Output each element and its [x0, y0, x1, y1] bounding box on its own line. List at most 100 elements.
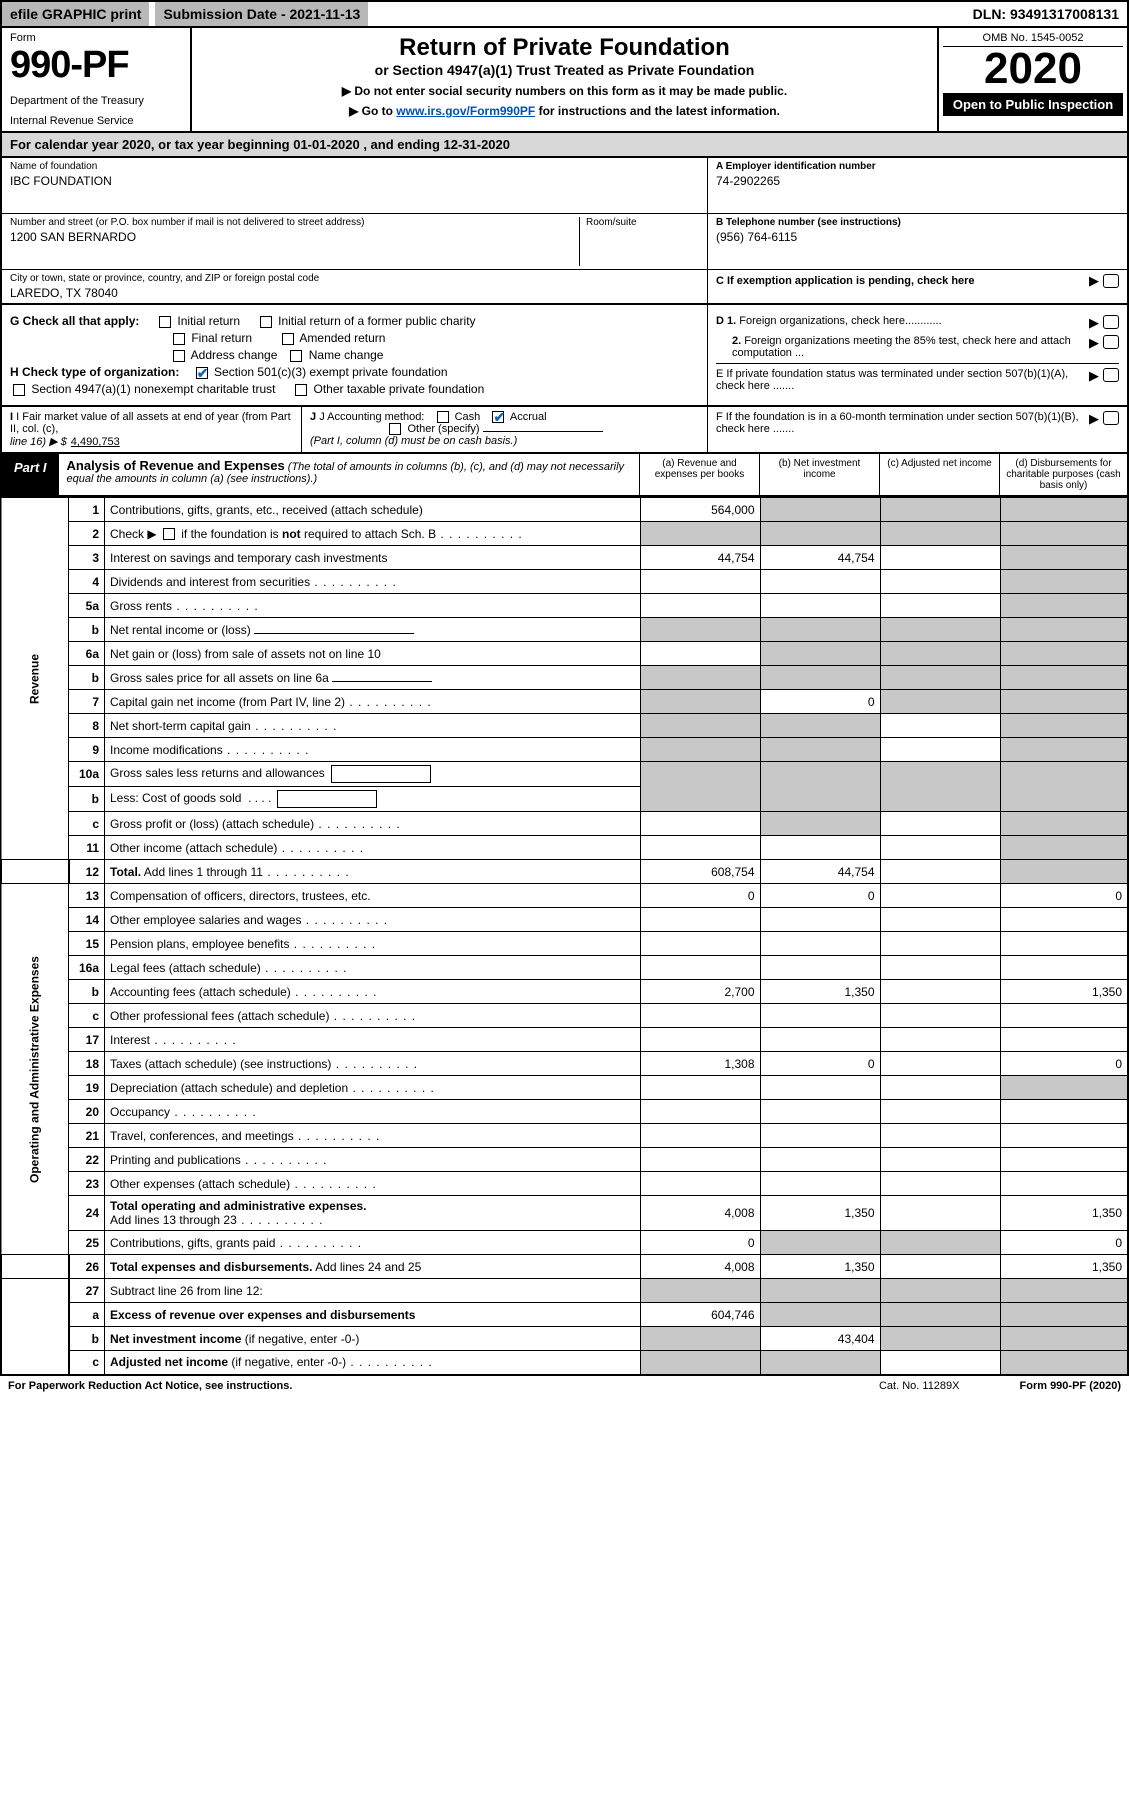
form-number: 990-PF [10, 44, 182, 87]
cell-b [760, 1148, 880, 1172]
d1-checkbox[interactable] [1103, 315, 1119, 329]
col-c-header: (c) Adjusted net income [879, 454, 999, 495]
cell-b [760, 956, 880, 980]
cell-b [760, 812, 880, 836]
row-desc: Net gain or (loss) from sale of assets n… [105, 642, 641, 666]
e-checkbox[interactable] [1103, 368, 1119, 382]
cell-d [1000, 642, 1128, 666]
row-num: 6a [69, 642, 105, 666]
part1-title: Analysis of Revenue and Expenses [67, 458, 285, 473]
row-desc: Capital gain net income (from Part IV, l… [105, 690, 641, 714]
g-initial-former-checkbox[interactable] [260, 316, 272, 328]
cell-d [1000, 618, 1128, 642]
cell-a [640, 522, 760, 546]
j-other-checkbox[interactable] [389, 423, 401, 435]
j-accrual-checkbox[interactable] [492, 411, 504, 423]
fmv-j: J J Accounting method: Cash Accrual Othe… [302, 407, 707, 452]
row-num: 8 [69, 714, 105, 738]
row-desc: Occupancy [105, 1100, 641, 1124]
g-initial: Initial return [177, 314, 240, 328]
cell-c [880, 1351, 1000, 1375]
cell-c [880, 498, 1000, 522]
foundation-addr: 1200 SAN BERNARDO [10, 230, 579, 244]
inline-input[interactable] [277, 790, 377, 808]
row-num: c [69, 812, 105, 836]
h-4947-checkbox[interactable] [13, 384, 25, 396]
cell-d [1000, 836, 1128, 860]
dln: DLN: 93491317008131 [965, 2, 1127, 26]
cell-a [640, 642, 760, 666]
cell-a: 1,308 [640, 1052, 760, 1076]
cell-c [880, 1076, 1000, 1100]
row-num: b [69, 980, 105, 1004]
cell-a [640, 738, 760, 762]
row-num: 22 [69, 1148, 105, 1172]
cell-c [880, 570, 1000, 594]
g-amended-checkbox[interactable] [282, 333, 294, 345]
cell-b [760, 1279, 880, 1303]
form-title: Return of Private Foundation [200, 34, 929, 62]
g-address-checkbox[interactable] [173, 350, 185, 362]
h-501c3: Section 501(c)(3) exempt private foundat… [214, 365, 447, 379]
cell-c [880, 932, 1000, 956]
cell-a [640, 1004, 760, 1028]
cell-a [640, 1076, 760, 1100]
c-checkbox[interactable] [1103, 274, 1119, 288]
cell-a [640, 836, 760, 860]
g-initial-checkbox[interactable] [159, 316, 171, 328]
row-num: a [69, 1303, 105, 1327]
footer-left: For Paperwork Reduction Act Notice, see … [8, 1380, 292, 1392]
row-desc: Less: Cost of goods sold . . . . [105, 787, 641, 812]
f-checkbox[interactable] [1103, 411, 1119, 425]
row-num: 1 [69, 498, 105, 522]
row-num: 10a [69, 762, 105, 787]
efile-badge: efile GRAPHIC print [2, 2, 149, 26]
irs-link[interactable]: www.irs.gov/Form990PF [396, 104, 535, 118]
row-num: 17 [69, 1028, 105, 1052]
h-other-checkbox[interactable] [295, 384, 307, 396]
h-label: H Check type of organization: [10, 365, 179, 379]
cell-b [760, 738, 880, 762]
arrow-icon: ▶ [1089, 368, 1099, 392]
h-501c3-checkbox[interactable] [196, 367, 208, 379]
schb-checkbox[interactable] [163, 528, 175, 540]
g-address: Address change [191, 348, 278, 362]
cell-b [760, 1231, 880, 1255]
j-cash-checkbox[interactable] [437, 411, 449, 423]
cell-d [1000, 666, 1128, 690]
h-row: H Check type of organization: Section 50… [10, 365, 699, 379]
cell-d [1000, 1351, 1128, 1375]
cell-d [1000, 498, 1128, 522]
row-num: 14 [69, 908, 105, 932]
row-num: 4 [69, 570, 105, 594]
dept-treasury: Department of the Treasury [10, 95, 182, 107]
cell-b [760, 1351, 880, 1375]
cell-d [1000, 546, 1128, 570]
cell-a: 4,008 [640, 1196, 760, 1231]
cell-b [760, 836, 880, 860]
part1-table: Revenue 1 Contributions, gifts, grants, … [0, 497, 1129, 1376]
d2-checkbox[interactable] [1103, 335, 1119, 349]
cell-d [1000, 522, 1128, 546]
g-final-checkbox[interactable] [173, 333, 185, 345]
row-desc: Contributions, gifts, grants, etc., rece… [105, 498, 641, 522]
row-desc: Other professional fees (attach schedule… [105, 1004, 641, 1028]
cell-b: 44,754 [760, 860, 880, 884]
ein-cell: A Employer identification number 74-2902… [708, 158, 1127, 214]
ein-value: 74-2902265 [716, 174, 1119, 188]
cell-d [1000, 908, 1128, 932]
arrow-icon: ▶ [1089, 411, 1099, 435]
cell-c [880, 666, 1000, 690]
row-num: c [69, 1351, 105, 1375]
row-num: 9 [69, 738, 105, 762]
cell-d [1000, 860, 1128, 884]
foundation-name: IBC FOUNDATION [10, 174, 699, 188]
cell-b [760, 1004, 880, 1028]
cell-d: 0 [1000, 1231, 1128, 1255]
cell-b [760, 932, 880, 956]
checks-section: G Check all that apply: Initial return I… [0, 305, 1129, 407]
inline-input[interactable] [331, 765, 431, 783]
g-name-checkbox[interactable] [290, 350, 302, 362]
cell-d: 1,350 [1000, 1196, 1128, 1231]
part1-desc: Analysis of Revenue and Expenses (The to… [59, 454, 639, 495]
